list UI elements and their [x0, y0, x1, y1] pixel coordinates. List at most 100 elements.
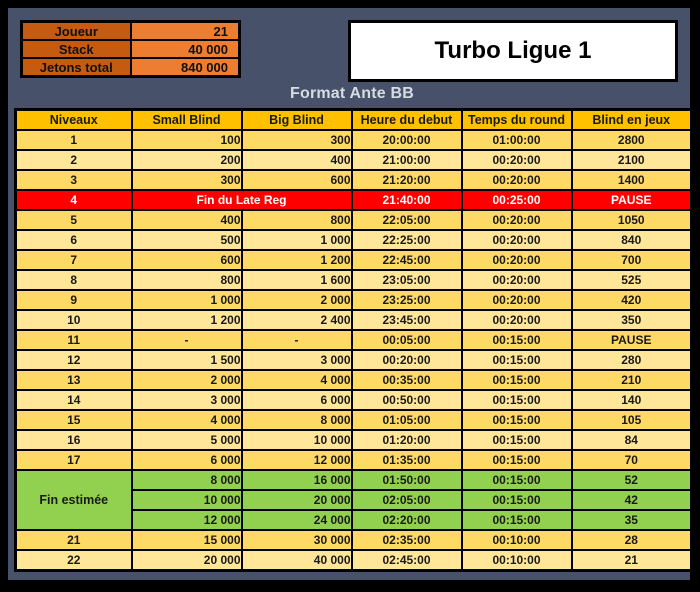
- blinds-in-play-cell: 35: [570, 509, 693, 531]
- blinds-in-play-cell: 420: [570, 289, 693, 311]
- big-blind-cell: 3 000: [240, 349, 353, 371]
- start-time-cell: 02:20:00: [350, 509, 463, 531]
- blinds-in-play-cell: 1400: [570, 169, 693, 191]
- round-time-cell: 00:15:00: [460, 389, 573, 411]
- big-blind-cell: 1 200: [240, 249, 353, 271]
- start-time-cell: 00:05:00: [350, 329, 463, 351]
- level-row: 6 500 1 000 22:25:00 00:20:00 840: [14, 229, 693, 251]
- estimated-end-row: 12 000 24 000 02:20:00 00:15:00 35: [16, 509, 693, 531]
- level-row: 10 1 200 2 400 23:45:00 00:20:00 350: [14, 309, 693, 331]
- blinds-in-play-cell: 42: [570, 489, 693, 511]
- blinds-in-play-cell: 140: [570, 389, 693, 411]
- level-cell: 17: [14, 449, 133, 471]
- blinds-in-play-cell: 280: [570, 349, 693, 371]
- start-time-cell: 00:50:00: [350, 389, 463, 411]
- blinds-in-play-cell: PAUSE: [570, 329, 693, 351]
- small-blind-cell: 1 200: [130, 309, 243, 331]
- info-value-cell: 40 000: [129, 39, 241, 59]
- level-cell: 11: [14, 329, 133, 351]
- small-blind-cell: 8 000: [130, 469, 243, 491]
- board-background: Joueur 21 Stack 40 000 Jetons total 840 000 T…: [8, 8, 693, 580]
- blinds-in-play-cell: 210: [570, 369, 693, 391]
- round-time-cell: 00:10:00: [460, 529, 573, 551]
- level-row: 8 800 1 600 23:05:00 00:20:00 525: [14, 269, 693, 291]
- blind-table-body: 1 100 300 20:00:00 01:00:00 2800 2 200 400 21:00:…: [14, 129, 693, 572]
- info-label-cell: Stack: [20, 39, 132, 59]
- round-time-cell: 01:00:00: [460, 129, 573, 151]
- level-cell: 4: [14, 189, 133, 211]
- level-row: 7 600 1 200 22:45:00 00:20:00 700: [14, 249, 693, 271]
- level-row: 21 15 000 30 000 02:35:00 00:10:00 28: [14, 529, 693, 551]
- page-title: Turbo Ligue 1: [434, 37, 592, 64]
- big-blind-cell: 40 000: [240, 549, 353, 572]
- blinds-in-play-cell: 1050: [570, 209, 693, 231]
- round-time-cell: 00:20:00: [460, 249, 573, 271]
- blinds-in-play-cell: 2100: [570, 149, 693, 171]
- small-blind-cell: 6 000: [130, 449, 243, 471]
- blinds-in-play-cell: 52: [570, 469, 693, 491]
- big-blind-cell: 24 000: [240, 509, 353, 531]
- level-cell: 7: [14, 249, 133, 271]
- level-cell: 14: [14, 389, 133, 411]
- small-blind-cell: 200: [130, 149, 243, 171]
- big-blind-cell: 400: [240, 149, 353, 171]
- round-time-cell: 00:20:00: [460, 149, 573, 171]
- info-row: Stack 40 000: [20, 39, 241, 59]
- blinds-in-play-cell: 84: [570, 429, 693, 451]
- big-blind-cell: 600: [240, 169, 353, 191]
- column-header: Temps du round: [460, 108, 573, 131]
- level-cell: 5: [14, 209, 133, 231]
- start-time-cell: 21:40:00: [350, 189, 463, 211]
- round-time-cell: 00:20:00: [460, 169, 573, 191]
- small-blind-cell: 5 000: [130, 429, 243, 451]
- small-blind-cell: 800: [130, 269, 243, 291]
- small-blind-cell: 4 000: [130, 409, 243, 431]
- start-time-cell: 23:45:00: [350, 309, 463, 331]
- small-blind-cell: 10 000: [130, 489, 243, 511]
- big-blind-cell: 1 000: [240, 229, 353, 251]
- late-reg-label-cell: Fin du Late Reg: [130, 189, 353, 211]
- blinds-in-play-cell: 350: [570, 309, 693, 331]
- level-cell: 15: [14, 409, 133, 431]
- level-cell: 9: [14, 289, 133, 311]
- info-label-cell: Joueur: [20, 20, 132, 41]
- start-time-cell: 01:20:00: [350, 429, 463, 451]
- level-row: 12 1 500 3 000 00:20:00 00:15:00 280: [14, 349, 693, 371]
- level-row: 1 100 300 20:00:00 01:00:00 2800: [14, 129, 693, 151]
- big-blind-cell: 4 000: [240, 369, 353, 391]
- big-blind-cell: 1 600: [240, 269, 353, 291]
- level-cell: 1: [14, 129, 133, 151]
- start-time-cell: 02:45:00: [350, 549, 463, 572]
- start-time-cell: 01:50:00: [350, 469, 463, 491]
- big-blind-cell: 30 000: [240, 529, 353, 551]
- start-time-cell: 21:20:00: [350, 169, 463, 191]
- round-time-cell: 00:20:00: [460, 229, 573, 251]
- blinds-in-play-cell: 70: [570, 449, 693, 471]
- start-time-cell: 21:00:00: [350, 149, 463, 171]
- level-row: 16 5 000 10 000 01:20:00 00:15:00 84: [14, 429, 693, 451]
- small-blind-cell: 100: [130, 129, 243, 151]
- blind-structure-table: Niveaux Small Blind Big Blind Heure du debu…: [14, 108, 693, 572]
- round-time-cell: 00:20:00: [460, 309, 573, 331]
- column-header: Niveaux: [14, 108, 133, 131]
- level-row: 13 2 000 4 000 00:35:00 00:15:00 210: [14, 369, 693, 391]
- round-time-cell: 00:15:00: [460, 409, 573, 431]
- big-blind-cell: 2 400: [240, 309, 353, 331]
- small-blind-cell: 15 000: [130, 529, 243, 551]
- start-time-cell: 22:45:00: [350, 249, 463, 271]
- start-time-cell: 01:35:00: [350, 449, 463, 471]
- round-time-cell: 00:15:00: [460, 349, 573, 371]
- round-time-cell: 00:15:00: [460, 429, 573, 451]
- small-blind-cell: 3 000: [130, 389, 243, 411]
- small-blind-cell: 500: [130, 229, 243, 251]
- info-label-cell: Jetons total: [20, 57, 132, 78]
- level-cell: 10: [14, 309, 133, 331]
- big-blind-cell: 12 000: [240, 449, 353, 471]
- blinds-in-play-cell: 2800: [570, 129, 693, 151]
- level-row: 5 400 800 22:05:00 00:20:00 1050: [14, 209, 693, 231]
- round-time-cell: 00:10:00: [460, 549, 573, 572]
- small-blind-cell: 1 000: [130, 289, 243, 311]
- column-header: Small Blind: [130, 108, 243, 131]
- round-time-cell: 00:15:00: [460, 369, 573, 391]
